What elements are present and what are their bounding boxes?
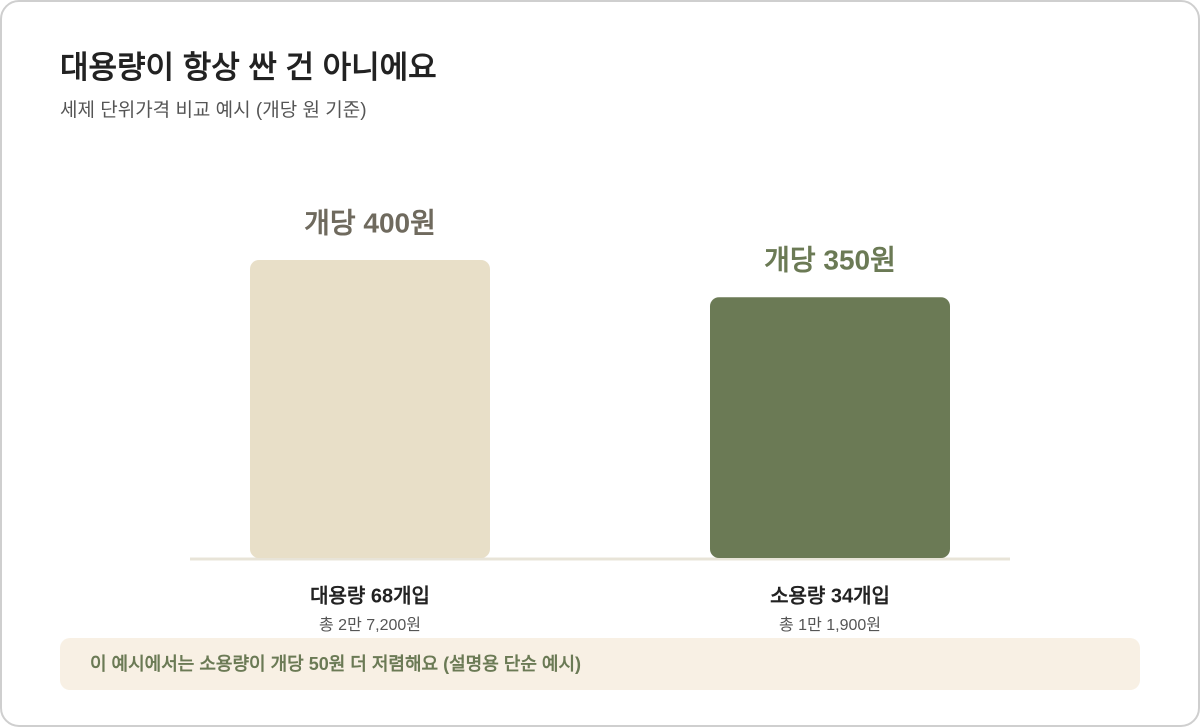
x-tick-label: 대용량 68개입 — [310, 584, 430, 607]
bar — [250, 260, 490, 558]
category-note: 총 1만 1,900원 — [779, 616, 881, 634]
bar — [710, 297, 950, 558]
chart-title: 대용량이 항상 싼 건 아니에요 — [60, 50, 437, 85]
chart-subtitle: 세제 단위가격 비교 예시 (개당 원 기준) — [60, 99, 367, 121]
x-tick-label: 소용량 34개입 — [770, 584, 890, 607]
note-box — [60, 638, 1140, 690]
value-label: 개당 350원 — [764, 245, 896, 276]
category-note: 총 2만 7,200원 — [319, 616, 421, 634]
value-label: 개당 400원 — [304, 207, 436, 238]
note: 이 예시에서는 소용량이 개당 50원 더 저렴해요 (설명용 단순 예시) — [90, 654, 581, 674]
